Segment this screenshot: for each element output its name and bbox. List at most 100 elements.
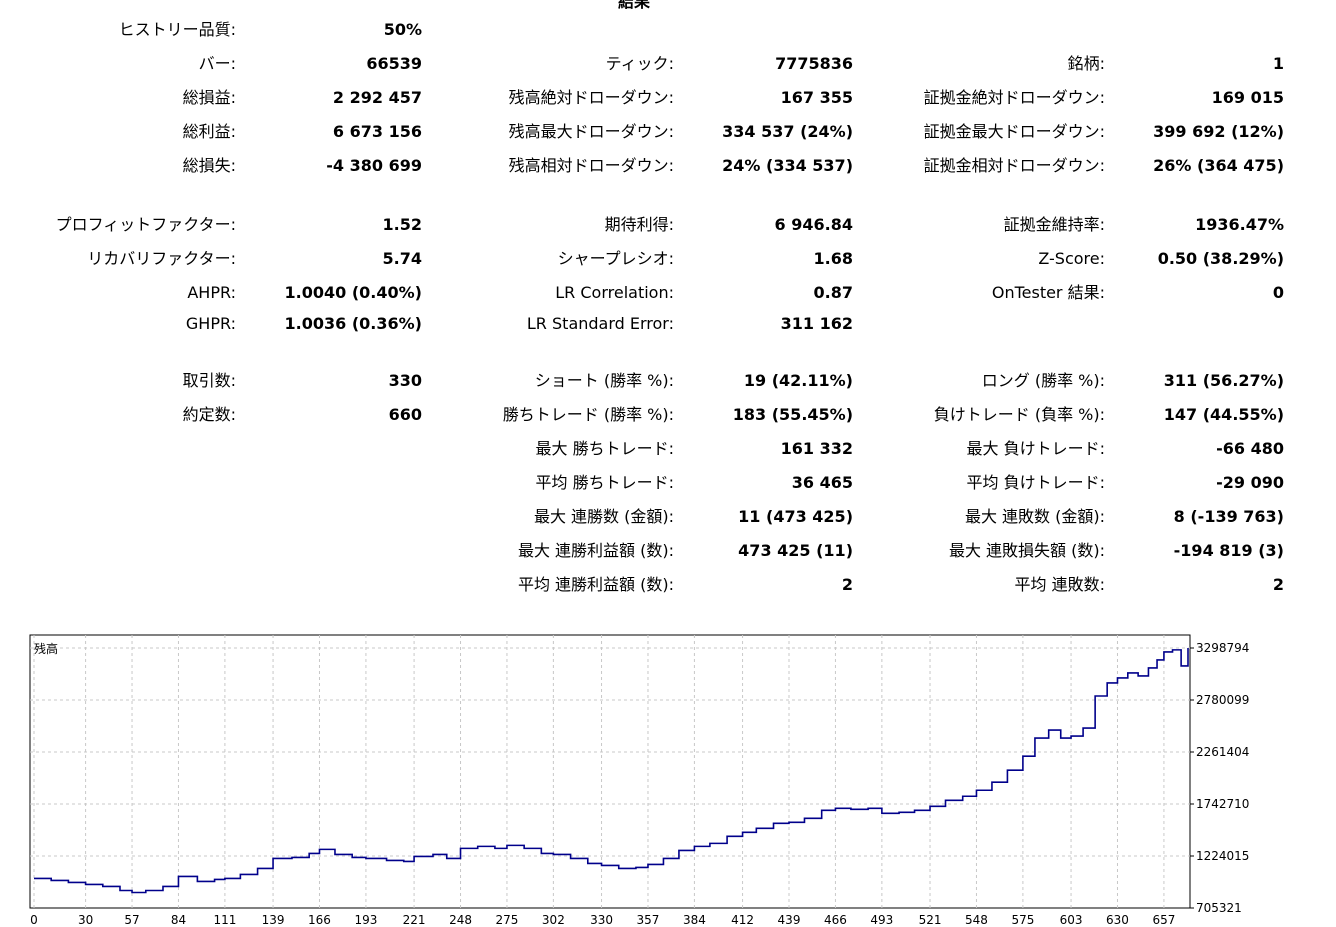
stat-label: 最大 連勝利益額 (数): bbox=[517, 541, 674, 560]
stat-label: ロング (勝率 %): bbox=[981, 371, 1105, 390]
stat-value: 2 bbox=[841, 575, 853, 594]
y-tick-label: 2261404 bbox=[1196, 745, 1249, 759]
y-tick-label: 2780099 bbox=[1196, 693, 1249, 707]
stat-label: GHPR: bbox=[185, 314, 236, 333]
x-tick-label: 548 bbox=[965, 913, 988, 927]
stat-label: 残高最大ドローダウン: bbox=[508, 122, 674, 141]
x-tick-label: 575 bbox=[1011, 913, 1034, 927]
y-tick-label: 705321 bbox=[1196, 901, 1242, 915]
stat-value: 183 (55.45%) bbox=[732, 405, 853, 424]
stat-value: 473 425 (11) bbox=[738, 541, 853, 560]
stat-value: 1.68 bbox=[813, 249, 853, 268]
stat-value: 1.0036 (0.36%) bbox=[284, 314, 422, 333]
stat-value: 5.74 bbox=[382, 249, 422, 268]
stat-label: 平均 負けトレード: bbox=[966, 473, 1105, 492]
x-tick-label: 357 bbox=[637, 913, 660, 927]
stat-label: 最大 連敗数 (金額): bbox=[964, 507, 1105, 526]
stat-label: 総利益: bbox=[182, 122, 236, 141]
stat-label: 平均 連敗数: bbox=[1014, 575, 1105, 594]
stat-label: 最大 連敗損失額 (数): bbox=[948, 541, 1105, 560]
stat-value: 2 292 457 bbox=[332, 88, 422, 107]
stat-label: ティック: bbox=[605, 54, 674, 73]
stat-label: 残高絶対ドローダウン: bbox=[508, 88, 674, 107]
stat-label: リカバリファクター: bbox=[87, 249, 236, 268]
stat-value: 660 bbox=[388, 405, 422, 424]
x-tick-label: 302 bbox=[542, 913, 565, 927]
chart-y-axis: 705321 1224015 1742710 2261404 2780099 329879… bbox=[1190, 641, 1249, 915]
x-tick-label: 439 bbox=[778, 913, 801, 927]
x-tick-label: 193 bbox=[354, 913, 377, 927]
stat-value: -194 819 (3) bbox=[1173, 541, 1284, 560]
stat-label: 総損益: bbox=[182, 88, 236, 107]
stat-value: 66539 bbox=[366, 54, 422, 73]
stat-label: ショート (勝率 %): bbox=[534, 371, 674, 390]
stat-value: 1 bbox=[1272, 54, 1284, 73]
stat-label: 負けトレード (負率 %): bbox=[933, 405, 1105, 424]
stat-label: 残高相対ドローダウン: bbox=[508, 156, 674, 175]
x-tick-label: 57 bbox=[124, 913, 139, 927]
stat-value: 330 bbox=[388, 371, 422, 390]
stat-value: 19 (42.11%) bbox=[743, 371, 853, 390]
x-tick-label: 521 bbox=[919, 913, 942, 927]
stat-value: 1.52 bbox=[382, 215, 422, 234]
x-tick-label: 630 bbox=[1106, 913, 1129, 927]
balance-series-line bbox=[34, 648, 1189, 894]
x-tick-label: 0 bbox=[30, 913, 38, 927]
stat-value: 7775836 bbox=[775, 54, 853, 73]
y-tick-label: 1742710 bbox=[1196, 797, 1249, 811]
stat-value: 0.50 (38.29%) bbox=[1157, 249, 1284, 268]
stat-label: LR Correlation: bbox=[555, 283, 674, 302]
x-tick-label: 657 bbox=[1152, 913, 1175, 927]
x-tick-label: 603 bbox=[1060, 913, 1083, 927]
stat-label: 最大 連勝数 (金額): bbox=[533, 507, 674, 526]
stat-value: 24% (334 537) bbox=[722, 156, 853, 175]
stat-value: -66 480 bbox=[1216, 439, 1284, 458]
y-tick-label: 3298794 bbox=[1196, 641, 1249, 655]
stat-label: 最大 負けトレード: bbox=[966, 439, 1105, 458]
stat-label: 証拠金最大ドローダウン: bbox=[923, 122, 1105, 141]
stat-value: 11 (473 425) bbox=[738, 507, 853, 526]
stat-value: 334 537 (24%) bbox=[722, 122, 853, 141]
stat-label: シャープレシオ: bbox=[557, 249, 674, 268]
stat-label: 平均 連勝利益額 (数): bbox=[517, 575, 674, 594]
stat-label: ヒストリー品質: bbox=[118, 20, 236, 39]
stat-label: 平均 勝ちトレード: bbox=[535, 473, 674, 492]
chart-title: 残高 bbox=[34, 641, 58, 656]
stat-label: LR Standard Error: bbox=[526, 314, 674, 333]
stat-value: 26% (364 475) bbox=[1153, 156, 1284, 175]
stat-label: 約定数: bbox=[182, 405, 236, 424]
x-tick-label: 30 bbox=[78, 913, 93, 927]
stat-label: 勝ちトレード (勝率 %): bbox=[502, 405, 674, 424]
x-tick-label: 84 bbox=[171, 913, 186, 927]
stat-label: 総損失: bbox=[182, 156, 236, 175]
stat-label: バー: bbox=[198, 54, 236, 73]
x-tick-label: 248 bbox=[449, 913, 472, 927]
stat-label: 証拠金絶対ドローダウン: bbox=[923, 88, 1105, 107]
stat-label: 取引数: bbox=[182, 371, 236, 390]
stat-value: 1936.47% bbox=[1195, 215, 1284, 234]
stat-value: 6 946.84 bbox=[774, 215, 853, 234]
stat-label: Z-Score: bbox=[1038, 249, 1105, 268]
x-tick-label: 412 bbox=[731, 913, 754, 927]
x-tick-label: 330 bbox=[590, 913, 613, 927]
stat-value: 6 673 156 bbox=[332, 122, 422, 141]
chart-plot-area bbox=[29, 634, 1191, 909]
stat-value: 2 bbox=[1272, 575, 1284, 594]
stat-label: 期待利得: bbox=[604, 215, 674, 234]
y-tick-label: 1224015 bbox=[1196, 849, 1249, 863]
stat-value: 36 465 bbox=[791, 473, 853, 492]
x-tick-label: 111 bbox=[213, 913, 236, 927]
x-tick-label: 466 bbox=[824, 913, 847, 927]
stat-value: 311 162 bbox=[780, 314, 853, 333]
stat-label: 証拠金相対ドローダウン: bbox=[923, 156, 1105, 175]
stat-value: 50% bbox=[383, 20, 422, 39]
x-tick-label: 166 bbox=[308, 913, 331, 927]
stat-value: 311 (56.27%) bbox=[1163, 371, 1284, 390]
stat-label: OnTester 結果: bbox=[991, 283, 1105, 302]
results-title: 結果 bbox=[618, 0, 651, 11]
stat-value: -29 090 bbox=[1216, 473, 1284, 492]
stat-label: AHPR: bbox=[187, 283, 236, 302]
x-tick-label: 493 bbox=[870, 913, 893, 927]
x-tick-label: 139 bbox=[262, 913, 285, 927]
